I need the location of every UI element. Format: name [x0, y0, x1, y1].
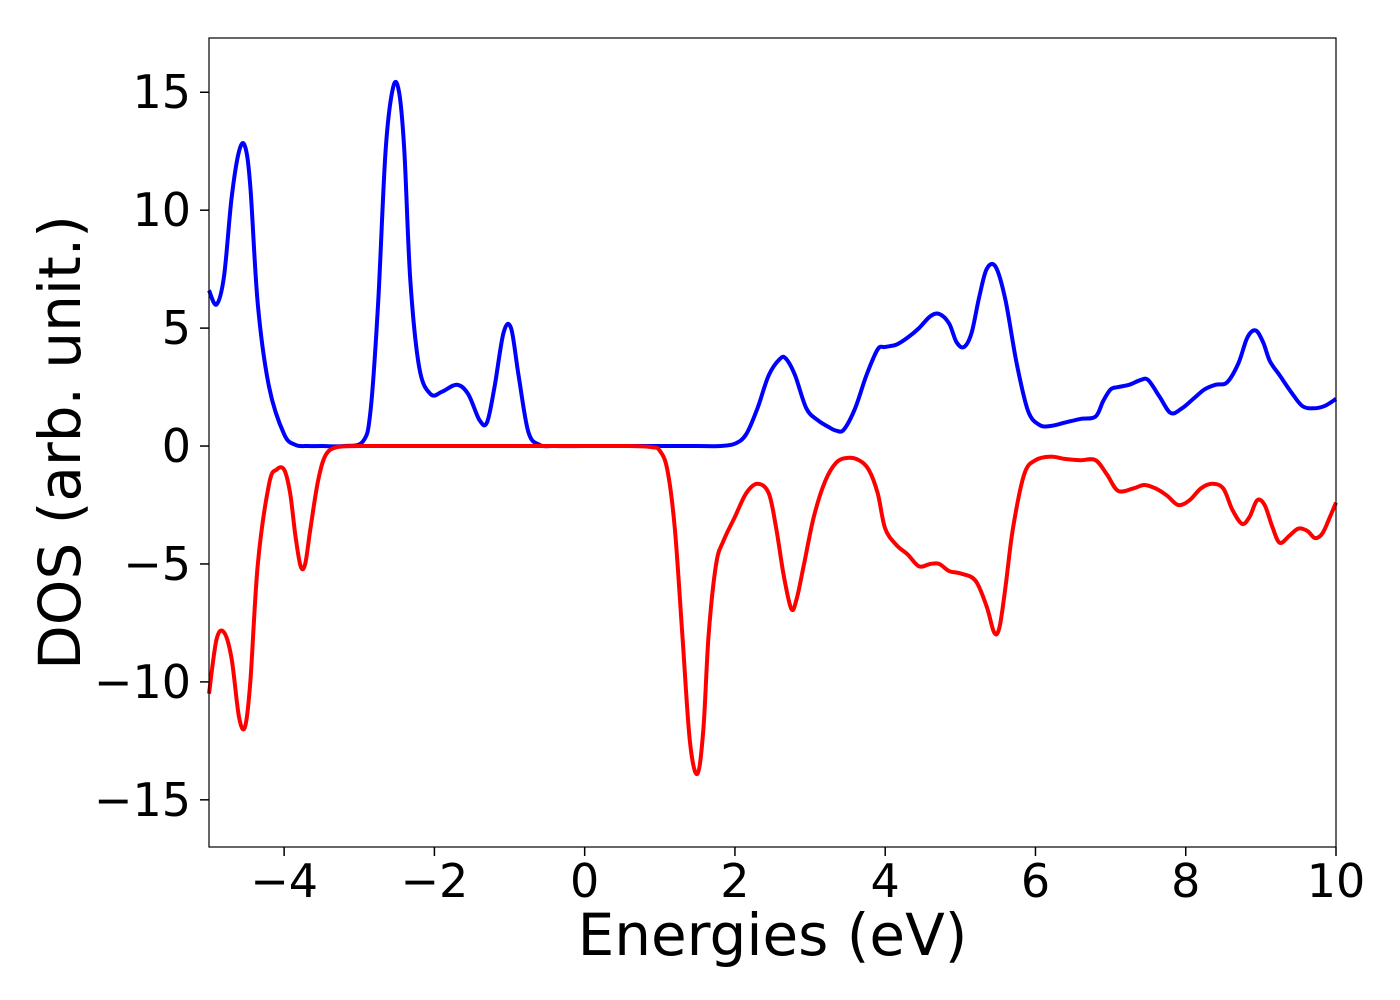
- y-tick-label: 5: [162, 301, 191, 355]
- x-axis-ticks: −4 −2 0 2 4 6 8 10: [250, 847, 1365, 908]
- x-tick-label: −2: [400, 854, 468, 908]
- series-layer: [207, 79, 1338, 776]
- y-tick-label: −5: [123, 537, 191, 591]
- y-tick-label: −15: [94, 773, 191, 827]
- x-tick-label: 2: [720, 854, 749, 908]
- x-tick-label: 6: [1021, 854, 1050, 908]
- x-axis-label: Energies (eV): [578, 901, 968, 969]
- x-tick-label: 0: [570, 854, 599, 908]
- y-tick-label: −10: [94, 655, 191, 709]
- y-tick-label: 10: [132, 183, 191, 237]
- y-axis-ticks: 15 10 5 0 −5 −10 −15: [94, 65, 209, 827]
- y-tick-label: 15: [132, 65, 191, 119]
- x-tick-label: 10: [1307, 854, 1366, 908]
- x-tick-label: −4: [250, 854, 318, 908]
- dos-series-red-line: [207, 443, 1338, 776]
- y-tick-label: 0: [162, 419, 191, 473]
- x-tick-label: 8: [1171, 854, 1200, 908]
- plot-frame: [208, 37, 1337, 848]
- dos-series-blue-line: [207, 79, 1338, 449]
- x-tick-label: 4: [871, 854, 900, 908]
- y-axis-label: DOS (arb. unit.): [26, 215, 94, 670]
